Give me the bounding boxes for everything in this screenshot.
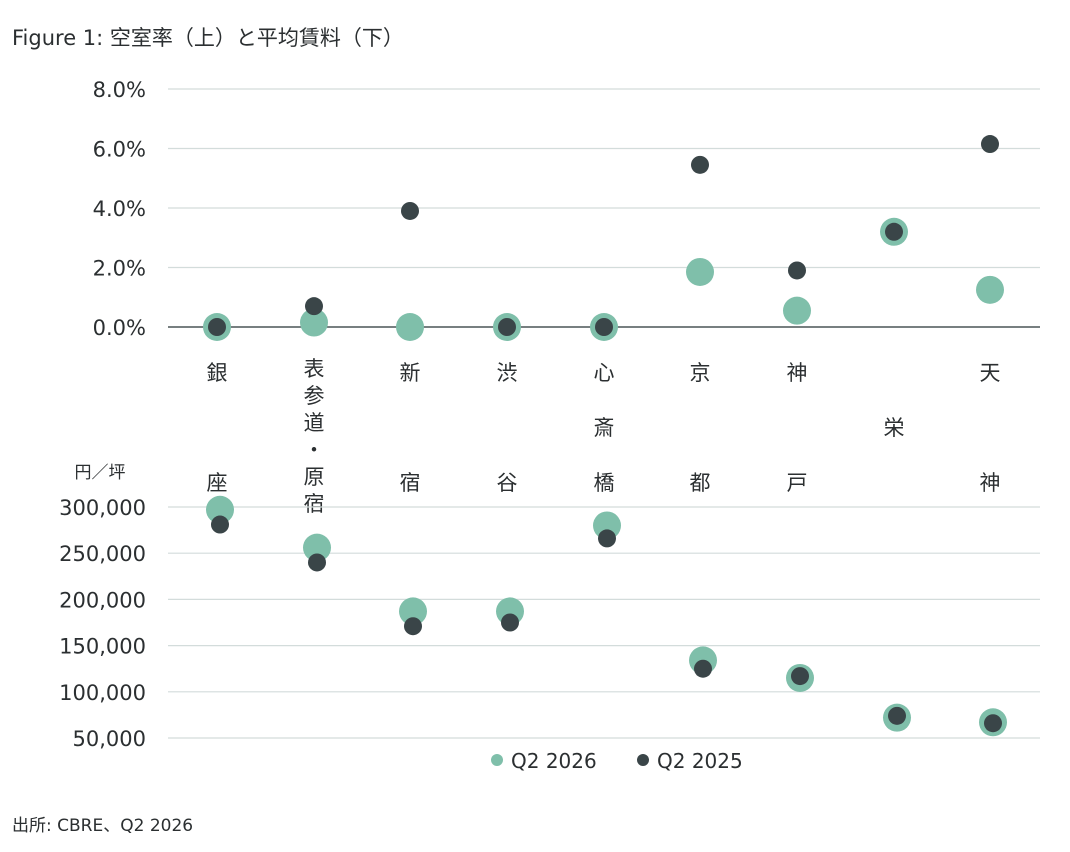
category-label-2-2: 宿 — [400, 471, 421, 495]
vacancy-tick-2-0-: 2.0% — [93, 257, 146, 281]
vacancy-tick-0-0-: 0.0% — [93, 316, 146, 340]
category-label-char: ・ — [304, 438, 325, 462]
category-label-6-2: 戸 — [787, 471, 808, 495]
vacancy-point-q2-2025-0 — [208, 318, 226, 336]
category-label-3-2: 谷 — [497, 471, 518, 495]
vacancy-tick-4-0-: 4.0% — [93, 197, 146, 221]
category-label-0-2: 座 — [207, 471, 228, 495]
rent-point-q2-2025-4 — [598, 529, 616, 548]
vacancy-point-q2-2025-7 — [885, 222, 903, 241]
legend-q2-2025-swatch — [637, 754, 649, 766]
legend-q2-2026-swatch — [491, 754, 503, 766]
rent-point-q2-2025-6 — [791, 667, 809, 686]
rent-point-q2-2025-8 — [984, 714, 1002, 733]
vacancy-point-q2-2025-4 — [595, 318, 613, 336]
category-label-char: 参 — [304, 384, 325, 408]
category-label-0-0: 銀 — [207, 361, 228, 385]
vacancy-point-q2-2025-2 — [401, 201, 419, 220]
category-label-6-0: 神 — [787, 361, 808, 385]
vacancy-point-q2-2026-6 — [783, 296, 811, 325]
rent-y-axis: 50,000 100,000 150,000 200,000 250,000 300,00… — [59, 463, 146, 751]
category-label-char: 表 — [304, 357, 325, 381]
vacancy-point-q2-2025-3 — [498, 318, 516, 336]
rent-point-q2-2025-7 — [888, 706, 906, 725]
category-label-4-2: 橋 — [594, 471, 615, 495]
rent-point-q2-2025-3 — [501, 613, 519, 632]
vacancy-point-q2-2025-5 — [691, 155, 709, 174]
legend-q2-2026-label: Q2 2026 — [511, 749, 597, 773]
rent-tick-150-000: 150,000 — [59, 635, 146, 659]
figure-title: Figure 1: 空室率（上）と平均賃料（下） — [12, 26, 404, 50]
rent-point-q2-2025-1 — [308, 553, 326, 572]
rent-point-q2-2025-2 — [404, 617, 422, 636]
rent-tick-250-000: 250,000 — [59, 542, 146, 566]
rent-point-q2-2026-0 — [206, 495, 234, 524]
rent-tick-300-000: 300,000 — [59, 496, 146, 520]
rent-unit-label: 円／坪 — [75, 463, 126, 483]
figure-source: 出所: CBRE、Q2 2026 — [12, 816, 194, 836]
category-label-4-0: 心 — [594, 361, 615, 385]
rent-point-q2-2026-4 — [593, 511, 621, 540]
category-label-char: 原 — [304, 465, 325, 489]
category-label-4-1: 斎 — [594, 416, 615, 440]
legend: Q2 2026 Q2 2025 — [491, 749, 743, 773]
vacancy-y-axis: 0.0% 2.0% 4.0% 6.0% 8.0% — [93, 78, 146, 340]
category-label-8-2: 神 — [980, 471, 1001, 495]
category-label-5-2: 都 — [690, 471, 711, 495]
category-label-1: 表参道・原宿 — [304, 357, 325, 516]
vacancy-point-q2-2026-5 — [686, 257, 714, 286]
vacancy-point-q2-2026-8 — [976, 275, 1004, 304]
category-label-char: 道 — [304, 411, 325, 435]
vacancy-plot-area — [203, 135, 1004, 341]
category-label-5-0: 京 — [690, 361, 711, 385]
rent-tick-100-000: 100,000 — [59, 681, 146, 705]
category-label-8-0: 天 — [980, 361, 1001, 385]
legend-q2-2025-label: Q2 2025 — [657, 749, 743, 773]
vacancy-point-q2-2025-1 — [305, 297, 323, 316]
vacancy-point-q2-2026-2 — [396, 313, 424, 341]
rent-point-q2-2025-5 — [694, 659, 712, 678]
rent-point-q2-2026-2 — [399, 597, 427, 626]
category-label-char: 宿 — [304, 492, 325, 516]
category-label-3-0: 渋 — [497, 361, 518, 385]
vacancy-point-q2-2026-1 — [300, 308, 328, 337]
category-label-2-0: 新 — [400, 361, 421, 385]
vacancy-gridlines — [168, 88, 1040, 328]
rent-tick-200-000: 200,000 — [59, 588, 146, 612]
category-label-7-1: 栄 — [884, 416, 905, 440]
vacancy-point-q2-2025-6 — [788, 261, 806, 280]
vacancy-point-q2-2025-8 — [981, 135, 999, 154]
rent-point-q2-2026-1 — [303, 533, 331, 562]
rent-plot-area — [206, 495, 1007, 737]
rent-point-q2-2025-0 — [211, 515, 229, 534]
rent-tick-50-000: 50,000 — [73, 727, 146, 751]
vacancy-tick-6-0-: 6.0% — [93, 138, 146, 162]
vacancy-tick-8-0-: 8.0% — [93, 78, 146, 102]
